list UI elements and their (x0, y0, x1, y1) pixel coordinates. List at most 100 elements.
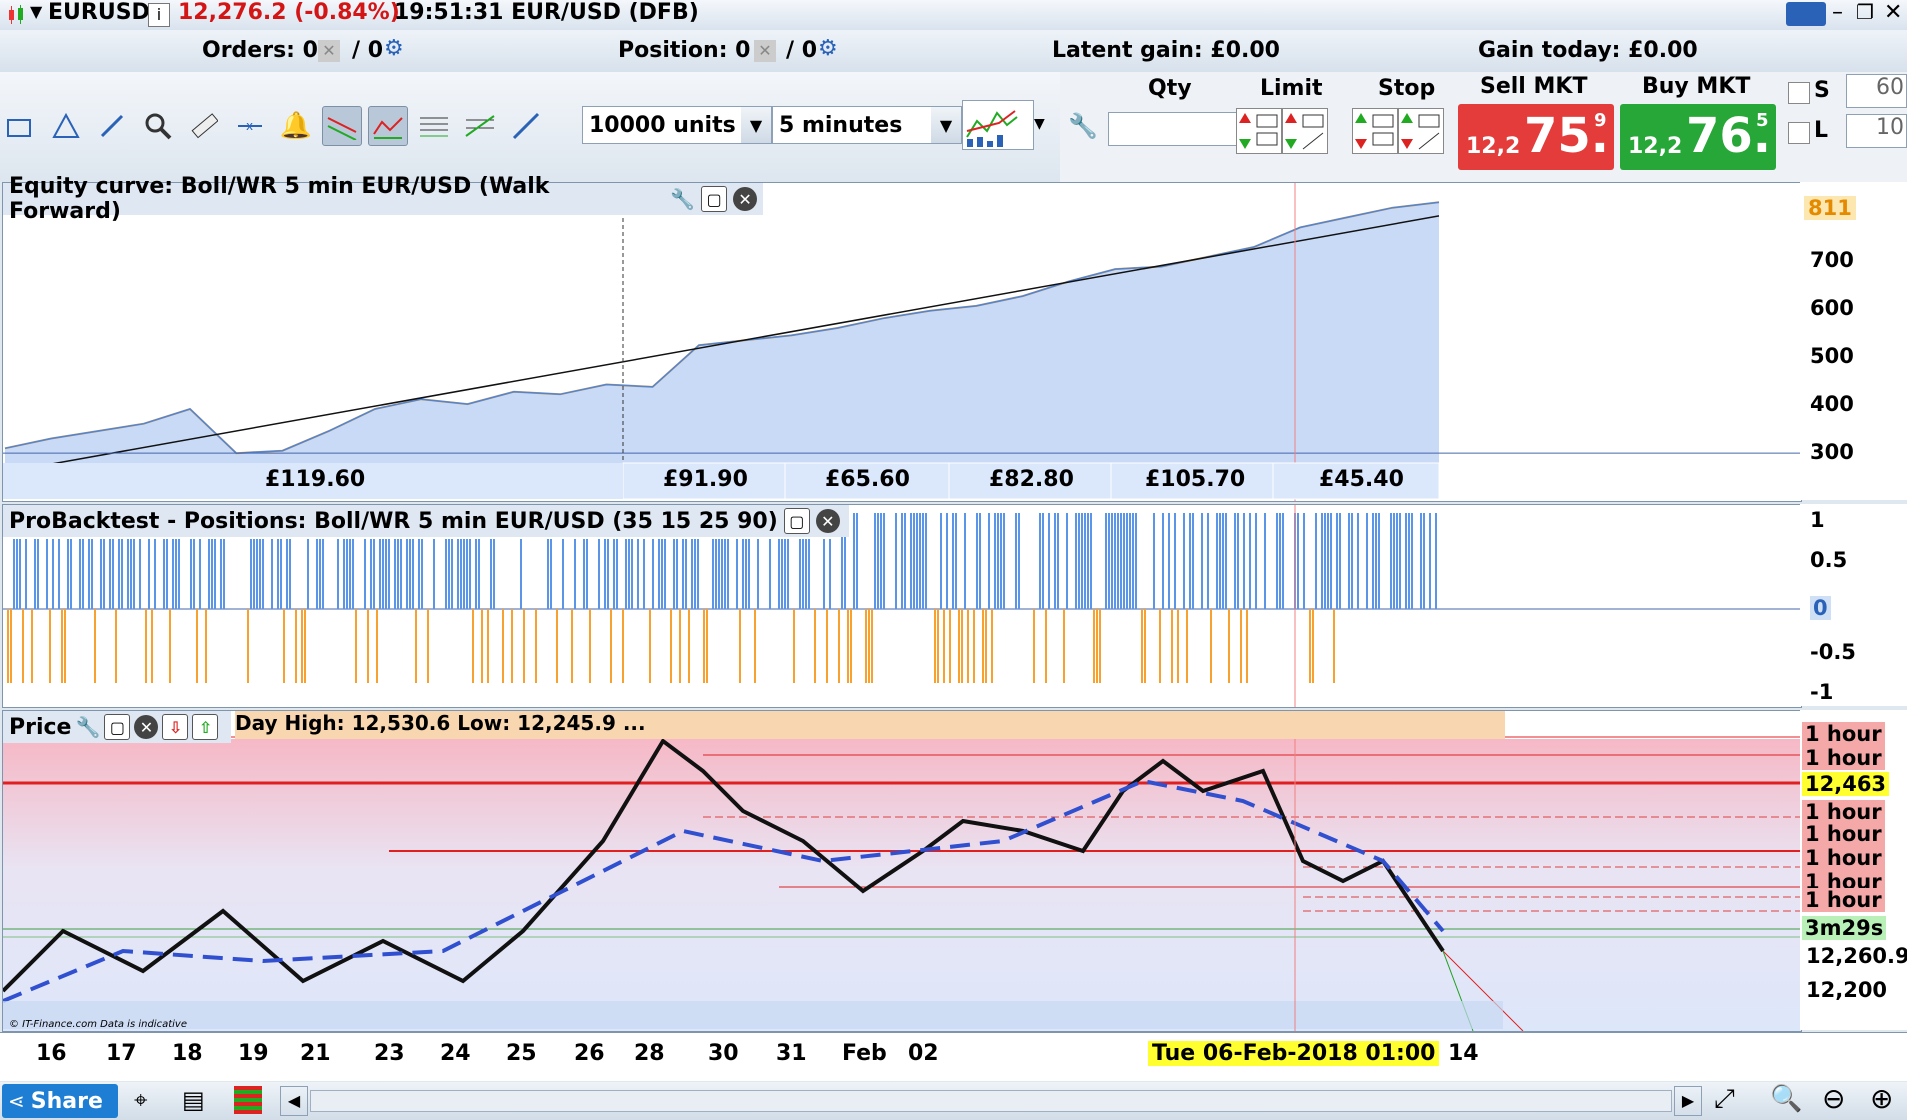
s-value[interactable]: 60 (1846, 74, 1907, 108)
alert-bell-icon[interactable]: 🔔 (279, 111, 313, 141)
long-position-bar (1123, 513, 1125, 609)
zoom-out-icon[interactable]: ⊖ (1822, 1082, 1846, 1115)
auto-scale-icon[interactable]: ⤢ (1714, 1084, 1735, 1114)
fibonacci-tool-icon[interactable] (414, 106, 454, 146)
close-icon[interactable]: ✕ (1884, 0, 1903, 25)
short-position-bar (502, 609, 504, 683)
long-position-bar (823, 539, 825, 609)
long-position-bar (163, 539, 165, 609)
price-settings-icon[interactable]: 🔧 (75, 715, 101, 739)
positions-close-icon[interactable]: ✕ (815, 509, 840, 533)
equity-maximize-icon[interactable]: ▢ (701, 186, 728, 212)
minimize-icon[interactable]: – (1832, 0, 1843, 25)
price-maximize-icon[interactable]: ▢ (104, 714, 131, 740)
positions-y-tick: 1 (1810, 508, 1825, 532)
buy-market-button[interactable]: Buy MKT 12,2 76. 5 (1620, 74, 1776, 170)
timeframe-dropdown[interactable]: 5 minutes ▼ (772, 106, 962, 144)
title-bar: ▼ EURUSD i 12,276.2 (-0.84%) 19:51:31 EU… (0, 0, 1907, 30)
long-position-bar (997, 513, 999, 609)
long-position-bar (46, 539, 48, 609)
positions-chart (3, 505, 1801, 707)
short-position-bar (511, 609, 513, 683)
cursor-tool-icon[interactable]: ⌖ (134, 1086, 148, 1114)
rectangle-tool-icon[interactable] (0, 106, 40, 146)
price-close-icon[interactable]: ✕ (134, 715, 159, 739)
l-value[interactable]: 10 (1846, 114, 1907, 148)
long-position-bar (319, 539, 321, 609)
long-position-bar (463, 539, 465, 609)
horizontal-scrollbar[interactable] (310, 1090, 1672, 1112)
long-position-bar (112, 539, 114, 609)
chevron-down-icon[interactable]: ▼ (931, 107, 961, 143)
keyboard-icon[interactable] (1786, 2, 1826, 26)
long-position-bar (127, 539, 129, 609)
long-position-bar (379, 539, 381, 609)
long-position-bar (406, 539, 408, 609)
cancel-orders-icon[interactable]: ✕ (318, 40, 340, 62)
long-position-bar (1351, 513, 1353, 609)
equity-settings-icon[interactable]: 🔧 (670, 187, 696, 211)
sell-market-button[interactable]: Sell MKT 12,2 75. 9 (1458, 74, 1614, 170)
l-checkbox[interactable] (1788, 122, 1810, 144)
x-axis-tick: 31 (776, 1041, 807, 1066)
triangle-tool-icon[interactable] (46, 106, 86, 146)
scroll-right-icon[interactable]: ▶ (1674, 1086, 1702, 1116)
zoom-in-icon[interactable]: ⊕ (1870, 1082, 1894, 1115)
limit-sell-icon[interactable] (1282, 108, 1328, 154)
stop-sell-icon[interactable] (1398, 108, 1444, 154)
indicators-icon[interactable] (962, 100, 1034, 150)
trendline-tool-icon[interactable] (506, 106, 546, 146)
short-position-bar (1141, 609, 1143, 683)
notes-icon[interactable]: ▤ (182, 1086, 205, 1114)
long-position-bar (1348, 513, 1350, 609)
stop-buy-icon[interactable] (1352, 108, 1398, 154)
long-position-bar (652, 539, 654, 609)
arrow-tool-icon[interactable] (92, 106, 132, 146)
position-settings-icon[interactable]: ⚙ (818, 36, 838, 61)
restore-icon[interactable]: ❐ (1856, 0, 1874, 24)
long-position-bar (208, 539, 210, 609)
zigzag-tool-icon[interactable] (368, 106, 408, 146)
info-icon[interactable]: i (148, 3, 170, 27)
long-position-bar (133, 539, 135, 609)
heatmap-icon[interactable] (234, 1086, 262, 1114)
indicators-chevron-icon[interactable]: ▼ (1034, 116, 1045, 132)
instrument-dropdown-icon[interactable]: ▼ (30, 2, 43, 21)
short-position-bar (934, 609, 936, 683)
share-button[interactable]: ⋖ Share (2, 1084, 118, 1118)
equity-close-icon[interactable]: ✕ (733, 187, 757, 211)
long-position-bar (1126, 513, 1128, 609)
close-position-icon[interactable]: ✕ (754, 40, 776, 62)
short-position-bar (295, 609, 297, 683)
long-position-bar (1090, 513, 1092, 609)
chevron-down-icon[interactable]: ▼ (741, 107, 771, 143)
zoom-tool-icon[interactable] (138, 106, 178, 146)
short-position-bar (739, 609, 741, 683)
long-position-bar (148, 539, 150, 609)
s-checkbox[interactable] (1788, 82, 1810, 104)
long-position-bar (550, 539, 552, 609)
units-dropdown[interactable]: 10000 units ▼ (582, 106, 772, 144)
buy-arrow-icon[interactable]: ⇧ (192, 714, 219, 740)
limit-buy-icon[interactable] (1236, 108, 1282, 154)
units-value: 10000 units (589, 112, 736, 138)
positions-maximize-icon[interactable]: ▢ (783, 508, 810, 534)
fib-fan-tool-icon[interactable] (460, 106, 500, 146)
trade-settings-wrench-icon[interactable]: 🔧 (1068, 112, 1098, 140)
latent-gain: Latent gain: £0.00 (1052, 38, 1280, 63)
equity-trendline (4, 215, 1440, 474)
horizontal-line-tool-icon[interactable]: x (230, 106, 270, 146)
instrument-name[interactable]: EURUSD (48, 0, 150, 25)
equity-y-tick: 500 (1810, 344, 1854, 368)
buy-price-sup: 5 (1756, 110, 1769, 131)
position-label: Position: 0 (618, 38, 751, 63)
long-position-bar (736, 539, 738, 609)
orders-settings-icon[interactable]: ⚙ (384, 36, 404, 61)
trend-channel-tool-icon[interactable] (322, 106, 362, 146)
sell-arrow-icon[interactable]: ⇩ (162, 714, 189, 740)
scroll-left-icon[interactable]: ◀ (280, 1086, 308, 1116)
short-position-bar (826, 609, 828, 683)
positions-y-tick: 0 (1810, 596, 1831, 620)
ruler-tool-icon[interactable] (184, 106, 224, 146)
zoom-area-icon[interactable]: 🔍 (1770, 1084, 1803, 1114)
